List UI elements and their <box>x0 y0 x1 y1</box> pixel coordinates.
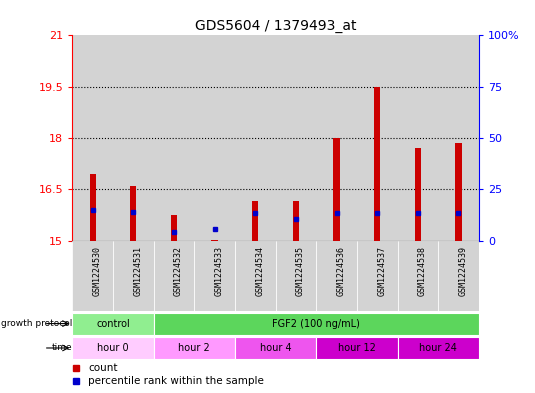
Text: time: time <box>51 343 72 353</box>
Bar <box>72 35 113 241</box>
Bar <box>316 35 357 241</box>
Bar <box>72 241 113 311</box>
Text: hour 24: hour 24 <box>419 343 457 353</box>
Bar <box>235 35 276 241</box>
Bar <box>154 312 479 334</box>
Bar <box>154 241 194 311</box>
Text: growth protocol: growth protocol <box>1 319 72 328</box>
Bar <box>398 337 479 359</box>
Bar <box>235 337 316 359</box>
Text: GSM1224533: GSM1224533 <box>215 246 224 296</box>
Text: hour 0: hour 0 <box>97 343 129 353</box>
Bar <box>316 241 357 311</box>
Text: GSM1224530: GSM1224530 <box>93 246 102 296</box>
Bar <box>398 35 438 241</box>
Bar <box>276 241 316 311</box>
Bar <box>130 186 136 241</box>
Bar <box>374 87 380 241</box>
Text: GSM1224537: GSM1224537 <box>377 246 386 296</box>
Bar <box>171 215 177 241</box>
Bar <box>252 202 258 241</box>
Bar <box>398 241 438 311</box>
Bar <box>357 35 398 241</box>
Text: GSM1224536: GSM1224536 <box>337 246 346 296</box>
Bar <box>72 337 154 359</box>
Bar <box>455 143 462 241</box>
Text: GSM1224539: GSM1224539 <box>458 246 468 296</box>
Text: hour 4: hour 4 <box>259 343 292 353</box>
Bar <box>72 312 154 334</box>
Bar <box>438 241 479 311</box>
Bar <box>89 174 96 241</box>
Text: hour 2: hour 2 <box>178 343 210 353</box>
Text: count: count <box>88 363 118 373</box>
Text: GSM1224538: GSM1224538 <box>418 246 427 296</box>
Text: hour 12: hour 12 <box>338 343 376 353</box>
Bar <box>235 241 276 311</box>
Bar <box>415 148 421 241</box>
Bar <box>276 35 316 241</box>
Bar <box>113 35 154 241</box>
Bar <box>333 138 340 241</box>
Text: GSM1224535: GSM1224535 <box>296 246 305 296</box>
Text: percentile rank within the sample: percentile rank within the sample <box>88 376 264 386</box>
Text: GSM1224532: GSM1224532 <box>174 246 183 296</box>
Bar <box>154 337 235 359</box>
Bar <box>316 337 398 359</box>
Text: FGF2 (100 ng/mL): FGF2 (100 ng/mL) <box>272 319 360 329</box>
Bar <box>154 35 194 241</box>
Bar <box>194 35 235 241</box>
Text: GSM1224534: GSM1224534 <box>255 246 264 296</box>
Bar <box>194 241 235 311</box>
Title: GDS5604 / 1379493_at: GDS5604 / 1379493_at <box>195 19 356 33</box>
Bar <box>438 35 479 241</box>
Text: control: control <box>96 319 130 329</box>
Bar <box>293 202 299 241</box>
Bar <box>113 241 154 311</box>
Bar <box>357 241 398 311</box>
Text: GSM1224531: GSM1224531 <box>133 246 142 296</box>
Bar <box>211 240 218 241</box>
